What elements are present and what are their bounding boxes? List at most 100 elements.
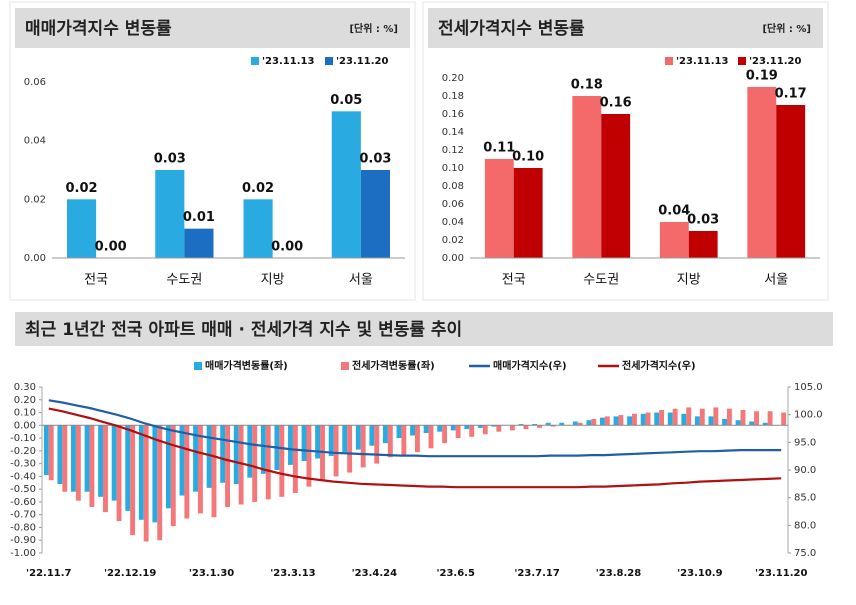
bar	[238, 425, 244, 505]
bar	[482, 425, 488, 435]
bar	[75, 425, 81, 501]
x-tick-label: '23.3.13	[270, 568, 315, 579]
legend-swatch	[738, 57, 746, 65]
bar	[491, 425, 497, 427]
data-label: 0.18	[571, 78, 603, 93]
bar	[713, 407, 719, 426]
bar	[138, 425, 144, 520]
bar	[740, 409, 746, 426]
bar	[279, 425, 285, 497]
bar	[591, 418, 597, 426]
bar	[265, 425, 271, 500]
x-tick-label: '23.7.17	[514, 568, 559, 579]
bar	[152, 425, 158, 523]
data-label: 0.10	[512, 150, 544, 165]
y-tick-label: 0.10	[442, 163, 464, 174]
bar	[613, 416, 619, 426]
y-tick-label: -0.80	[10, 522, 36, 533]
bar	[423, 425, 429, 433]
y-tick-label: 0.08	[442, 181, 464, 192]
unit-label: [단위 : %]	[349, 22, 398, 35]
unit-label: [단위 : %]	[762, 22, 811, 35]
x-tick-label: '23.4.24	[352, 568, 397, 579]
bar	[464, 425, 470, 430]
bar	[545, 422, 551, 426]
bar	[415, 425, 420, 453]
bar	[586, 420, 592, 426]
bar	[532, 424, 538, 426]
bar	[437, 425, 443, 432]
x-tick-label: 수도권	[583, 273, 619, 288]
legend-swatch	[665, 57, 673, 65]
bar	[233, 425, 239, 485]
bar	[374, 425, 380, 464]
data-label: 0.03	[687, 213, 719, 228]
x-tick-label: 수도권	[166, 273, 202, 288]
data-label: 0.19	[746, 69, 778, 84]
x-tick-label: 지방	[261, 273, 285, 288]
data-label: 0.03	[359, 152, 391, 167]
y-tick-label: 0.04	[24, 136, 46, 147]
bar	[688, 231, 718, 258]
data-label: 0.11	[483, 141, 515, 156]
bar	[170, 425, 176, 527]
bar	[726, 408, 732, 426]
legend-swatch	[194, 362, 202, 370]
line	[48, 407, 782, 489]
bar	[640, 413, 646, 426]
bar	[442, 425, 448, 444]
bar	[518, 424, 524, 426]
y-tick-label: 0.14	[442, 127, 464, 138]
bar	[84, 425, 90, 492]
data-label: 0.02	[242, 181, 274, 196]
bar	[382, 425, 388, 444]
bar	[184, 425, 190, 519]
bar	[98, 425, 104, 497]
bar	[708, 416, 714, 426]
y2-tick-label: 95.0	[794, 437, 816, 448]
bar	[523, 425, 529, 430]
data-label: 0.05	[330, 93, 362, 108]
bar	[157, 425, 163, 541]
y-tick-label: -0.50	[10, 484, 36, 495]
bar	[387, 425, 393, 458]
bar	[509, 425, 515, 431]
bar	[686, 407, 692, 426]
y-tick-label: -1.00	[10, 548, 36, 559]
y-tick-label: 0.00	[14, 420, 36, 431]
line	[48, 399, 782, 458]
bar	[111, 425, 117, 501]
bar	[328, 425, 334, 456]
legend-label: 매매가격변동률(좌)	[205, 359, 288, 372]
data-label: 0.17	[775, 87, 807, 102]
bar	[43, 425, 49, 476]
bar	[155, 170, 185, 258]
panel	[9, 1, 416, 301]
bar	[645, 412, 651, 426]
bar	[193, 425, 198, 492]
panel	[422, 1, 829, 301]
x-tick-label: 전국	[84, 273, 108, 288]
bar	[747, 87, 777, 258]
bar	[306, 425, 312, 487]
chart-title: 전세가격지수 변동률	[438, 19, 585, 39]
bar	[767, 411, 773, 426]
y-tick-label: -0.10	[10, 433, 36, 444]
legend-label: '23.11.20	[336, 56, 388, 67]
bar	[360, 170, 390, 258]
bar	[247, 425, 253, 478]
y-tick-label: 0.16	[442, 109, 464, 120]
x-tick-label: 지방	[677, 273, 701, 288]
data-label: 0.01	[183, 210, 215, 225]
bar	[220, 425, 226, 483]
y-tick-label: 0.06	[442, 199, 464, 210]
y-tick-label: 0.10	[14, 408, 36, 419]
bar	[57, 425, 63, 485]
bar	[292, 425, 298, 493]
bar	[347, 425, 353, 473]
bar	[694, 416, 700, 426]
x-tick-label: 전국	[502, 273, 526, 288]
chart-title: 매매가격지수 변동률	[25, 19, 172, 39]
bar	[618, 415, 624, 426]
bar	[71, 425, 76, 492]
